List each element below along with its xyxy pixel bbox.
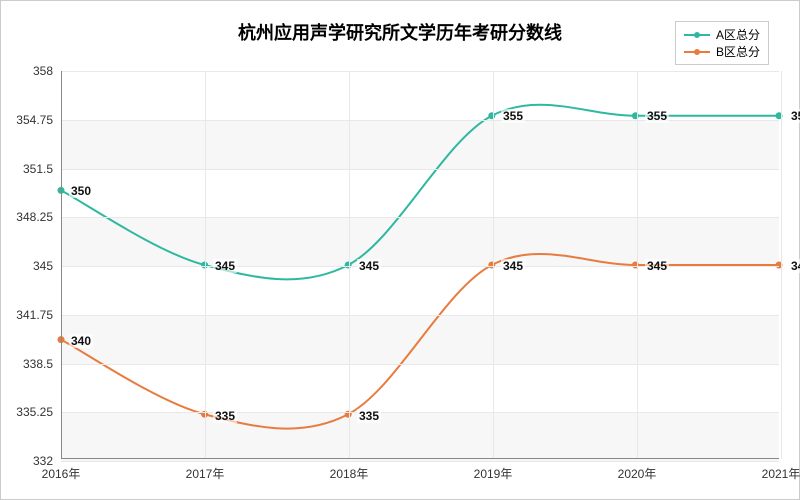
legend: A区总分 B区总分 [675, 21, 769, 65]
x-tick-label: 2017年 [186, 459, 225, 482]
x-tick-label: 2016年 [42, 459, 81, 482]
legend-marker-a [684, 34, 710, 36]
series-line [61, 105, 779, 280]
data-label: 340 [69, 334, 93, 348]
y-tick-label: 338.5 [23, 357, 61, 371]
chart-container: 杭州应用声学研究所文学历年考研分数线 A区总分 B区总分 332335.2533… [0, 0, 800, 500]
data-label: 350 [69, 184, 93, 198]
legend-marker-b [684, 51, 710, 53]
series-line [61, 254, 779, 429]
data-label: 345 [789, 259, 800, 273]
y-tick-label: 358 [33, 64, 61, 78]
y-tick-label: 354.75 [16, 113, 61, 127]
y-tick-label: 345 [33, 259, 61, 273]
chart-title: 杭州应用声学研究所文学历年考研分数线 [238, 19, 562, 45]
data-label: 345 [501, 259, 525, 273]
legend-label-a: A区总分 [716, 26, 760, 43]
data-label: 345 [213, 259, 237, 273]
plot-area: 332335.25338.5341.75345348.25351.5354.75… [61, 71, 779, 459]
y-tick-label: 341.75 [16, 308, 61, 322]
data-label: 355 [645, 109, 669, 123]
legend-item-b: B区总分 [684, 43, 760, 60]
x-tick-label: 2020年 [618, 459, 657, 482]
data-label: 345 [357, 259, 381, 273]
data-label: 345 [645, 259, 669, 273]
legend-label-b: B区总分 [716, 43, 760, 60]
x-tick-label: 2021年 [762, 459, 800, 482]
y-tick-label: 348.25 [16, 210, 61, 224]
y-tick-label: 351.5 [23, 162, 61, 176]
legend-item-a: A区总分 [684, 26, 760, 43]
x-tick-label: 2018年 [330, 459, 369, 482]
data-point [488, 262, 495, 269]
chart-svg [61, 71, 779, 459]
data-point [488, 112, 495, 119]
data-label: 355 [789, 109, 800, 123]
data-label: 355 [501, 109, 525, 123]
y-tick-label: 335.25 [16, 405, 61, 419]
x-tick-label: 2019年 [474, 459, 513, 482]
data-label: 335 [213, 409, 237, 423]
data-label: 335 [357, 409, 381, 423]
